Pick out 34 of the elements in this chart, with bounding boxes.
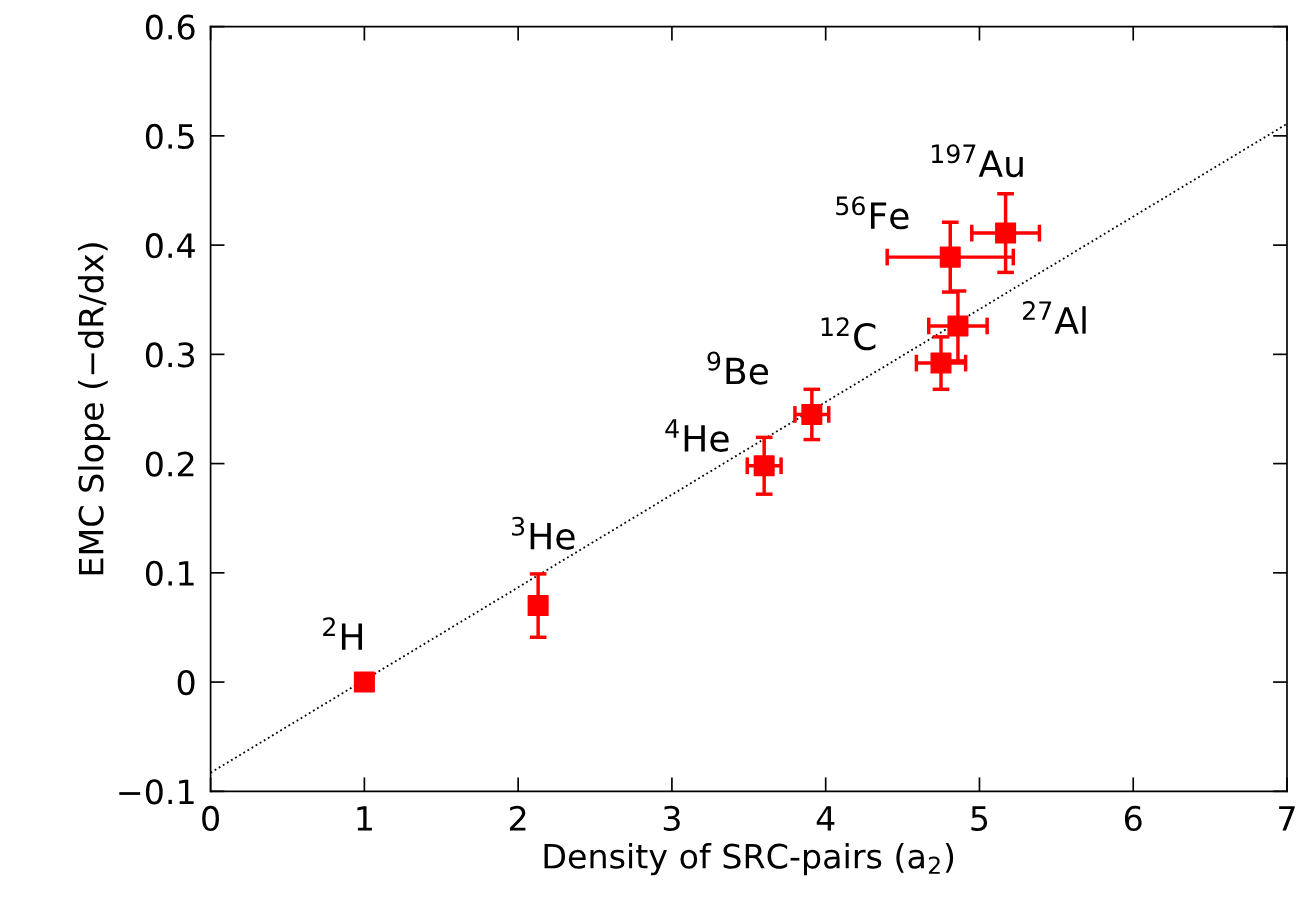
point bbox=[753, 455, 775, 477]
x-tick-label: 1 bbox=[357, 806, 372, 831]
y-axis-title: EMC Slope (−dR/dx) bbox=[77, 243, 111, 575]
point bbox=[353, 671, 375, 693]
x-tick-label: 0 bbox=[202, 805, 219, 832]
y-tick-label: 0.4 bbox=[145, 233, 195, 259]
y-tick-label: 0.5 bbox=[145, 123, 194, 149]
y-tick-label: 0.2 bbox=[145, 451, 194, 477]
y-tick-label: 0.6 bbox=[145, 14, 195, 40]
x-tick-label: 6 bbox=[1124, 805, 1142, 832]
point bbox=[930, 352, 952, 374]
y-tick-label: −0.1 bbox=[119, 779, 194, 805]
point bbox=[527, 595, 549, 617]
y-tick-label: 0 bbox=[177, 670, 195, 696]
annotation: $^{197}$Au bbox=[931, 144, 1023, 178]
x-tick-label: 4 bbox=[816, 806, 835, 831]
y-tick-label: 0.1 bbox=[145, 560, 194, 586]
annotation: $^{12}$C bbox=[821, 317, 876, 351]
x-tick-label: 5 bbox=[971, 806, 988, 832]
annotation: $^{3}$He bbox=[512, 516, 575, 550]
point bbox=[939, 246, 961, 268]
x-tick-label: 7 bbox=[1279, 806, 1295, 831]
x-tick-label: 3 bbox=[663, 805, 680, 832]
annotation: $^{56}$Fe bbox=[836, 196, 909, 230]
y-tick-label: 0.3 bbox=[145, 342, 195, 368]
annotation: $^{27}$Al bbox=[1023, 301, 1086, 334]
x-tick-label: 2 bbox=[509, 805, 526, 831]
point bbox=[801, 403, 823, 425]
annotation: $^{4}$He bbox=[665, 419, 729, 453]
x-axis-title: Density of SRC-pairs (a$_{2}$) bbox=[544, 843, 954, 876]
point bbox=[947, 315, 969, 337]
annotation: $^{2}$H bbox=[323, 617, 363, 650]
point bbox=[995, 222, 1017, 244]
annotation: $^{9}$Be bbox=[707, 351, 769, 385]
